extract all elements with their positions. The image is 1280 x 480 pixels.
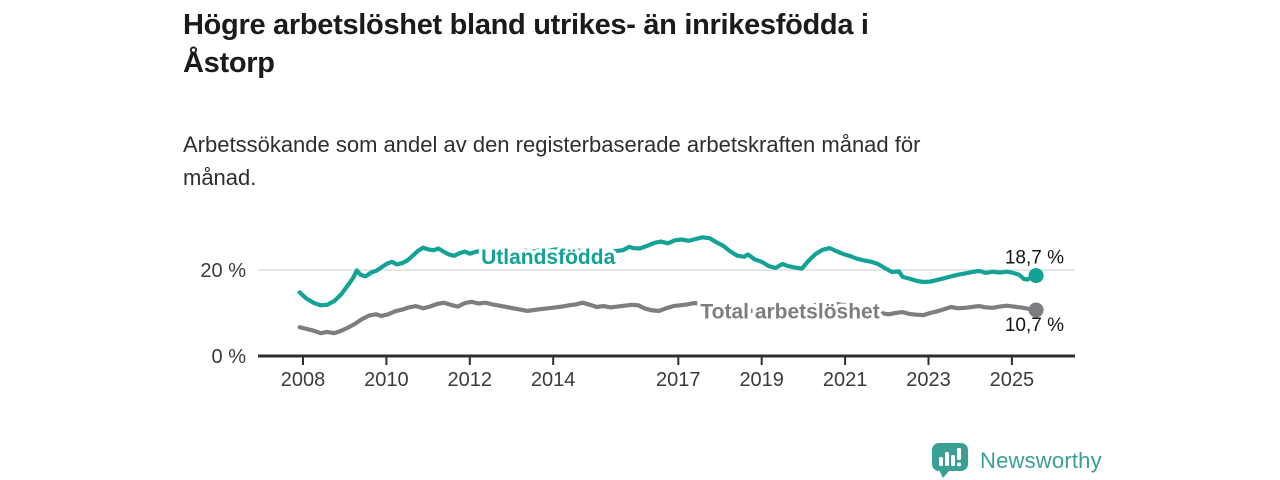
x-tick-label-2019: 2019 xyxy=(739,369,784,391)
chart-subtitle: Arbetssökande som andel av den registerb… xyxy=(183,128,920,194)
series-label-total: Total arbetslöshet xyxy=(700,300,879,323)
series-line-utlandsfodda xyxy=(297,235,1039,308)
x-tick-label-2012: 2012 xyxy=(448,369,493,391)
end-value-label-utlandsfodda: 18,7 % xyxy=(1005,248,1064,269)
end-value-label-total: 10,7 % xyxy=(1005,315,1064,336)
x-tick-label-2014: 2014 xyxy=(531,369,576,391)
x-tick-label-2017: 2017 xyxy=(656,369,701,391)
chart-title: Högre arbetslöshet bland utrikes- än inr… xyxy=(183,6,869,82)
y-tick-label-20-percent: 20 % xyxy=(200,260,246,282)
series-end-dot-total xyxy=(1028,302,1044,318)
series-label-utlandsfodda: Utlandsfödda xyxy=(481,246,615,269)
y-tick-label-0-percent: 0 % xyxy=(212,346,247,368)
x-tick-label-2010: 2010 xyxy=(364,369,409,391)
chart-subtitle-line-2: månad. xyxy=(183,165,257,190)
series-line-total xyxy=(297,299,1039,336)
series-end-dot-utlandsfodda xyxy=(1028,268,1044,284)
newsworthy-logo-icon xyxy=(932,443,968,478)
x-tick-label-2021: 2021 xyxy=(823,369,868,391)
chart-subtitle-line-1: Arbetssökande som andel av den registerb… xyxy=(183,132,921,157)
newsworthy-brand-text: Newsworthy xyxy=(980,447,1102,473)
chart-title-line-2: Åstorp xyxy=(183,47,275,79)
newsworthy-credit[interactable]: Newsworthy xyxy=(932,443,1102,478)
chart-title-line-1: Högre arbetslöshet bland utrikes- än inr… xyxy=(183,9,869,41)
x-tick-label-2025: 2025 xyxy=(990,369,1035,391)
x-tick-label-2008: 2008 xyxy=(281,369,326,391)
x-tick-label-2023: 2023 xyxy=(906,369,951,391)
